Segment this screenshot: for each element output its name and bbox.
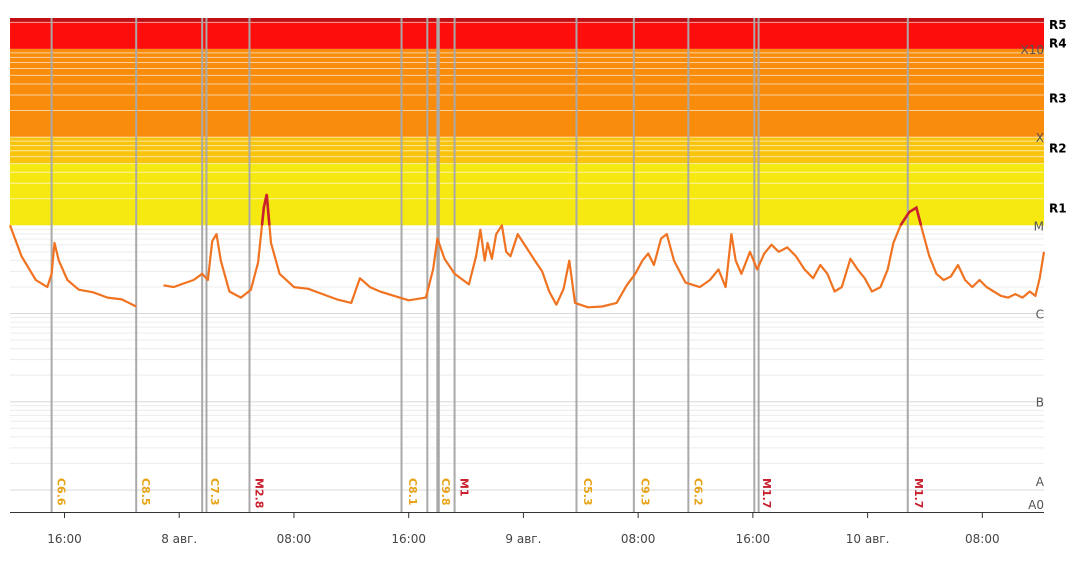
x-tick-label: 10 авг. bbox=[846, 532, 890, 546]
flare-label: C5.3 bbox=[581, 478, 594, 506]
flux-class-label: X10 bbox=[1021, 43, 1045, 57]
band-r5 bbox=[10, 18, 1044, 23]
flux-line-peak bbox=[260, 194, 271, 226]
x-tick-label: 08:00 bbox=[621, 532, 656, 546]
flare-label: C9.3 bbox=[638, 478, 651, 506]
radio-blackout-labels: R1 R2 R3 R4 R5 bbox=[1049, 18, 1067, 215]
flare-label: C9.8 bbox=[439, 478, 452, 506]
flare-label: C8.1 bbox=[406, 478, 419, 506]
band-r4 bbox=[10, 22, 1044, 49]
flare-label: M2.8 bbox=[252, 478, 265, 508]
flare-label: M1.7 bbox=[912, 478, 925, 508]
flare-label: C7.3 bbox=[208, 478, 221, 506]
flux-series bbox=[8, 193, 1046, 309]
flare-label: C6.6 bbox=[55, 478, 68, 506]
radio-blackout-label: R4 bbox=[1049, 37, 1067, 51]
flux-class-label: A bbox=[1036, 475, 1045, 489]
flux-class-label: C bbox=[1036, 308, 1044, 322]
x-tick-label: 16:00 bbox=[47, 532, 82, 546]
x-tick-label: 16:00 bbox=[391, 532, 426, 546]
radio-blackout-label: R5 bbox=[1049, 18, 1067, 32]
x-tick-label: 8 авг. bbox=[161, 532, 197, 546]
x-tick-label: 08:00 bbox=[277, 532, 312, 546]
flux-class-label: A0 bbox=[1028, 498, 1044, 512]
flux-line-peak bbox=[899, 205, 923, 227]
radio-blackout-label: R2 bbox=[1049, 142, 1067, 156]
flare-label: C6.2 bbox=[691, 478, 704, 506]
x-tick-label: 9 авг. bbox=[505, 532, 541, 546]
flux-class-label: M bbox=[1034, 219, 1044, 233]
band-r1 bbox=[10, 163, 1044, 226]
flux-class-label: X bbox=[1036, 131, 1044, 145]
radio-blackout-label: R1 bbox=[1049, 202, 1067, 216]
minor-grid bbox=[10, 228, 1044, 491]
flux-class-labels: A0 A B C M X X10 bbox=[1021, 43, 1045, 512]
flux-line bbox=[8, 224, 137, 308]
radio-blackout-bands bbox=[10, 18, 1044, 226]
flare-labels: C6.6 C8.5 C7.3 M2.8 C8.1 C9.8 M1 C5.3 C9.3 C6.2 M1… bbox=[55, 478, 926, 508]
flare-label: M1 bbox=[458, 478, 471, 497]
x-tick-label: 08:00 bbox=[965, 532, 1000, 546]
flux-class-label: B bbox=[1036, 396, 1044, 410]
flare-label: C8.5 bbox=[139, 478, 152, 506]
flare-markers bbox=[50, 18, 909, 512]
flare-label: M1.7 bbox=[760, 478, 773, 508]
radio-blackout-label: R3 bbox=[1049, 91, 1067, 105]
band-r3 bbox=[10, 48, 1044, 138]
x-tick-label: 16:00 bbox=[736, 532, 771, 546]
x-axis: 16:00 8 авг. 08:00 16:00 9 авг. 08:00 16:00 10 … bbox=[10, 512, 1044, 546]
